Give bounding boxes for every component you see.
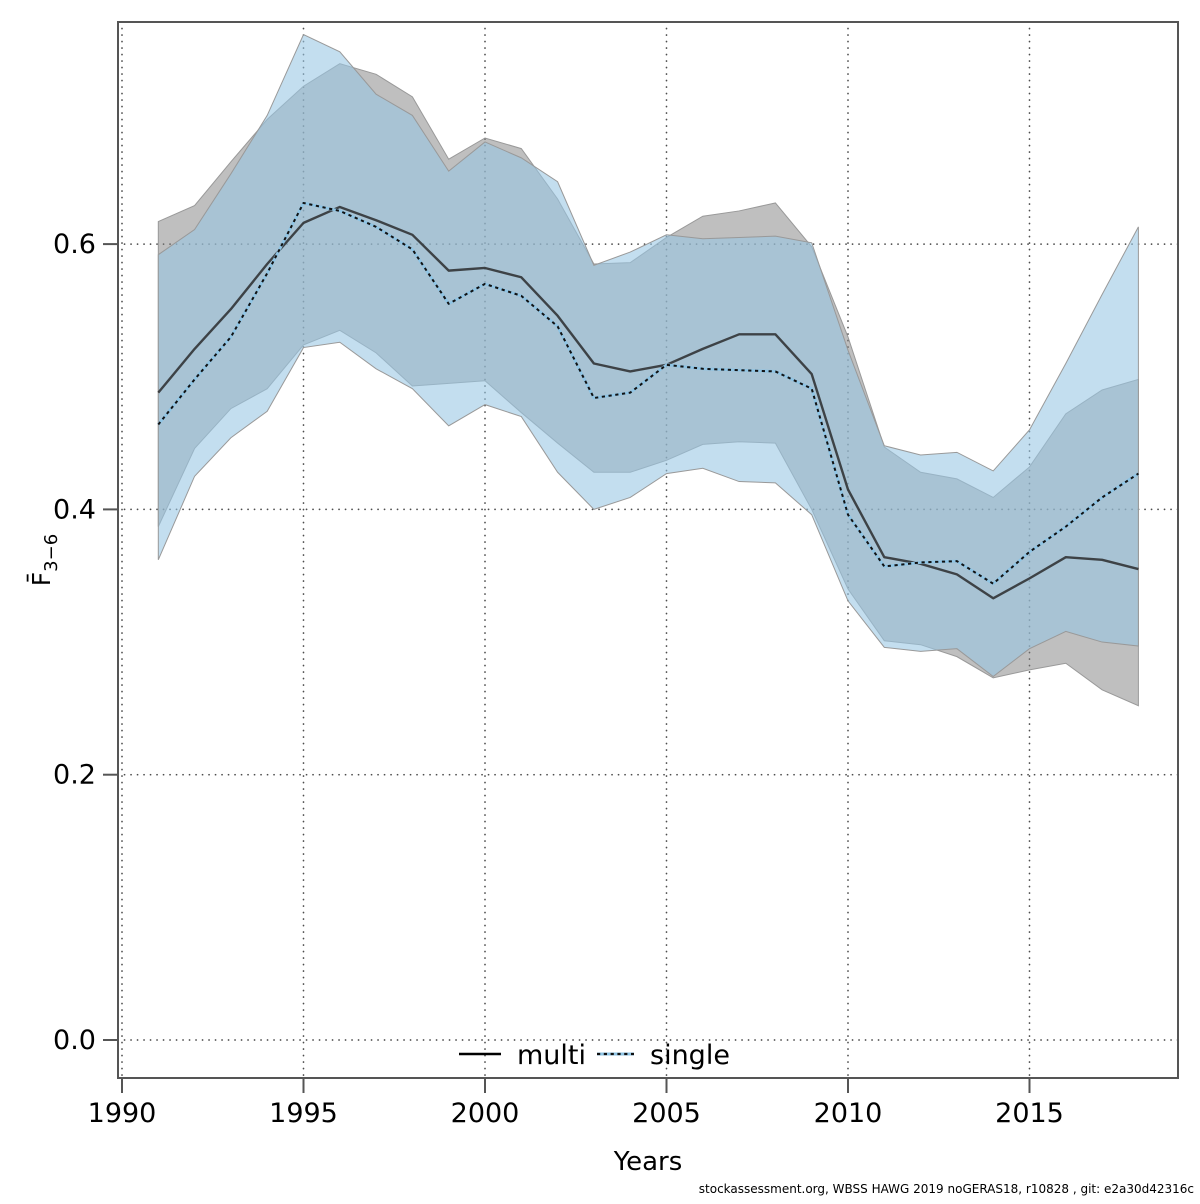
footer-attribution: stockassessment.org, WBSS HAWG 2019 noGE… (699, 1182, 1194, 1196)
x-tick-label-2000: 2000 (451, 1098, 520, 1129)
legend-multi-label: multi (517, 1040, 586, 1071)
chart-generated-layer: 1990 1995 2000 2005 2010 2015 0.0 0.2 0.4 0.6 (53, 21, 1179, 1129)
single-confidence-band (157, 33, 1139, 678)
plot-border (117, 21, 1179, 1079)
single-line-dotted (157, 201, 1139, 585)
y-tick-label-0.6: 0.6 (53, 229, 96, 260)
y-axis-title: F̄3−6 (26, 534, 62, 586)
y-tick-label-0.4: 0.4 (53, 494, 96, 525)
x-tick-label-2010: 2010 (814, 1098, 883, 1129)
y-axis-title-main: F̄ (26, 572, 56, 586)
x-tick-label-2005: 2005 (632, 1098, 701, 1129)
x-tick-label-2015: 2015 (995, 1098, 1064, 1129)
legend: multi single (459, 1040, 730, 1071)
y-axis-title-subscript: 3−6 (41, 534, 62, 572)
y-tick-label-0.0: 0.0 (53, 1025, 96, 1056)
x-axis-title: Years (613, 1147, 683, 1177)
legend-single-label: single (650, 1040, 730, 1071)
y-tick-label-0.2: 0.2 (53, 760, 96, 791)
multi-line (157, 205, 1139, 600)
x-tick-label-1990: 1990 (88, 1098, 157, 1129)
x-tick-label-1995: 1995 (269, 1098, 338, 1129)
